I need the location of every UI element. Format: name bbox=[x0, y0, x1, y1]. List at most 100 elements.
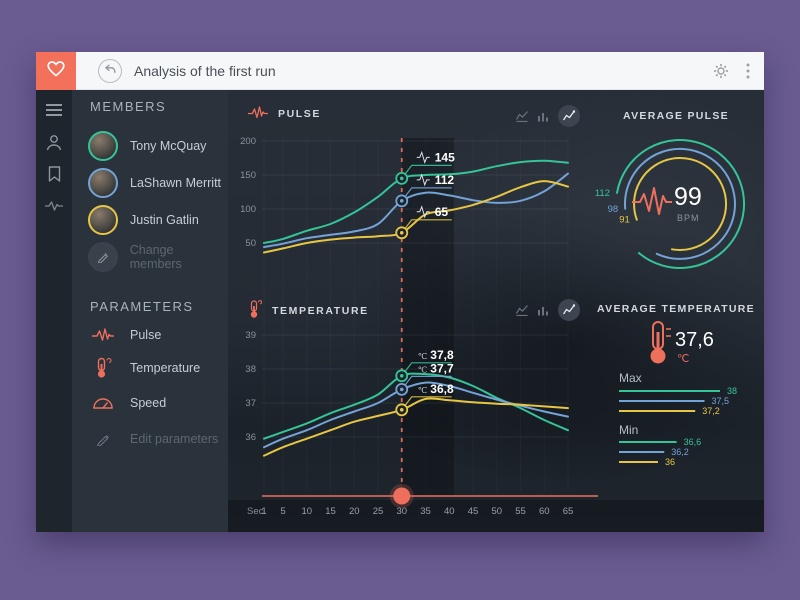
line-chart-icon-active[interactable] bbox=[558, 105, 580, 127]
parameter-temperature[interactable]: Temperature bbox=[88, 352, 200, 384]
svg-text:37,2: 37,2 bbox=[702, 406, 720, 416]
line-chart-icon-active[interactable] bbox=[558, 299, 580, 321]
average-temperature-value: 37,6 bbox=[675, 329, 714, 351]
svg-text:30: 30 bbox=[396, 506, 407, 517]
svg-text:37,5: 37,5 bbox=[712, 396, 730, 406]
time-slider-handle[interactable] bbox=[393, 487, 411, 505]
member-name: Tony McQuay bbox=[130, 139, 207, 153]
svg-text:39: 39 bbox=[245, 330, 256, 341]
pencil-icon bbox=[88, 242, 118, 272]
svg-text:60: 60 bbox=[539, 506, 550, 517]
pulse-series-lashawn-merritt bbox=[263, 172, 569, 249]
icon-rail bbox=[36, 90, 72, 532]
bar-chart-icon[interactable] bbox=[537, 304, 549, 316]
change-members-button[interactable]: Change members bbox=[88, 241, 228, 273]
svg-text:50: 50 bbox=[245, 238, 256, 249]
svg-text:38: 38 bbox=[245, 364, 256, 375]
activity-icon[interactable] bbox=[36, 190, 72, 222]
svg-text:45: 45 bbox=[468, 506, 479, 517]
min-group-label: Min bbox=[619, 423, 639, 437]
average-pulse-title: AVERAGE PULSE bbox=[623, 110, 729, 122]
settings-gear-icon[interactable] bbox=[712, 62, 730, 80]
avatar bbox=[88, 131, 118, 161]
time-axis-strip bbox=[228, 500, 764, 532]
members-header: MEMBERS bbox=[90, 99, 167, 114]
svg-text:35: 35 bbox=[420, 506, 431, 517]
svg-text:91: 91 bbox=[619, 215, 630, 226]
parameter-label: Temperature bbox=[130, 361, 201, 375]
edit-parameters-label: Edit parameters bbox=[130, 432, 219, 446]
parameters-header: PARAMETERS bbox=[90, 299, 194, 314]
svg-text:55: 55 bbox=[515, 506, 526, 517]
avatar bbox=[88, 168, 118, 198]
back-arrow-icon bbox=[103, 62, 117, 79]
svg-text:Sec: Sec bbox=[247, 506, 264, 517]
svg-text:36,2: 36,2 bbox=[671, 447, 689, 457]
temperature-chart-header: TEMPERATURE bbox=[248, 300, 369, 322]
temperature-series-tony-mcquay bbox=[263, 372, 569, 440]
member-row-tony[interactable]: Tony McQuay bbox=[88, 130, 206, 162]
temperature-chart-title: TEMPERATURE bbox=[272, 305, 369, 317]
svg-text:112: 112 bbox=[435, 173, 455, 187]
member-name: LaShawn Merritt bbox=[130, 176, 222, 190]
svg-text:200: 200 bbox=[240, 136, 256, 147]
svg-text:36: 36 bbox=[665, 457, 675, 467]
back-button[interactable] bbox=[98, 58, 122, 83]
svg-text:37: 37 bbox=[245, 398, 256, 409]
area-chart-icon[interactable] bbox=[516, 110, 528, 122]
svg-text:65: 65 bbox=[435, 205, 449, 219]
overflow-menu-icon[interactable] bbox=[746, 63, 750, 79]
svg-text:℃37,7: ℃ 37,7 bbox=[418, 361, 454, 375]
area-chart-icon[interactable] bbox=[516, 304, 528, 316]
member-row-lashawn[interactable]: LaShawn Merritt bbox=[88, 167, 221, 199]
svg-text:98: 98 bbox=[608, 204, 619, 215]
svg-text:℃37,8: ℃ 37,8 bbox=[418, 348, 454, 362]
bookmark-icon[interactable] bbox=[36, 158, 72, 190]
temperature-series-justin-gatlin bbox=[263, 397, 569, 457]
app-window: Analysis of the first run MEMBERS bbox=[36, 51, 764, 532]
avatar bbox=[88, 205, 118, 235]
svg-text:5: 5 bbox=[280, 506, 285, 517]
heart-icon bbox=[45, 58, 67, 83]
charts-area: 200 150 100 50 39 38 37 36 145 112 65 ℃ 37,8 ℃ 37,7 ℃ 36… bbox=[228, 90, 764, 532]
svg-text:36,6: 36,6 bbox=[684, 437, 702, 447]
app-logo[interactable] bbox=[36, 51, 76, 90]
page-title: Analysis of the first run bbox=[134, 62, 276, 79]
svg-text:10: 10 bbox=[301, 506, 312, 517]
svg-text:20: 20 bbox=[349, 506, 360, 517]
pulse-chart-header: PULSE bbox=[248, 106, 321, 122]
svg-text:145: 145 bbox=[435, 150, 455, 164]
svg-text:100: 100 bbox=[240, 204, 256, 215]
average-temperature-unit: ℃ bbox=[677, 353, 690, 365]
sidebar: MEMBERS Tony McQuay LaShawn Merritt Just… bbox=[72, 90, 228, 532]
svg-text:36: 36 bbox=[245, 432, 256, 443]
pulse-chart-title: PULSE bbox=[278, 108, 322, 120]
bar-chart-icon[interactable] bbox=[537, 110, 549, 122]
average-temperature-title: AVERAGE TEMPERATURE bbox=[597, 303, 755, 315]
average-pulse-unit: BPM bbox=[677, 213, 700, 223]
temperature-chart-type-switcher bbox=[516, 299, 580, 321]
parameter-speed[interactable]: Speed bbox=[88, 387, 166, 419]
member-row-justin[interactable]: Justin Gatlin bbox=[88, 204, 199, 236]
user-icon[interactable] bbox=[36, 126, 72, 158]
svg-text:℃36,8: ℃ 36,8 bbox=[418, 382, 454, 396]
svg-text:38: 38 bbox=[727, 386, 737, 396]
edit-parameters-button[interactable]: Edit parameters bbox=[88, 423, 218, 455]
parameter-label: Speed bbox=[130, 396, 167, 410]
pulse-series-justin-gatlin bbox=[263, 180, 569, 254]
top-bar: Analysis of the first run bbox=[36, 51, 764, 90]
temperature-icon bbox=[88, 357, 118, 379]
pencil-icon bbox=[88, 432, 118, 446]
parameter-pulse[interactable]: Pulse bbox=[88, 319, 161, 351]
pulse-series-tony-mcquay bbox=[263, 159, 569, 244]
topbar-actions bbox=[712, 62, 764, 80]
temperature-icon bbox=[248, 300, 263, 322]
pulse-chart-type-switcher bbox=[516, 105, 580, 127]
svg-text:50: 50 bbox=[491, 506, 502, 517]
parameter-label: Pulse bbox=[130, 328, 162, 342]
svg-text:40: 40 bbox=[444, 506, 455, 517]
change-members-label: Change members bbox=[129, 243, 182, 271]
menu-icon[interactable] bbox=[36, 94, 72, 126]
